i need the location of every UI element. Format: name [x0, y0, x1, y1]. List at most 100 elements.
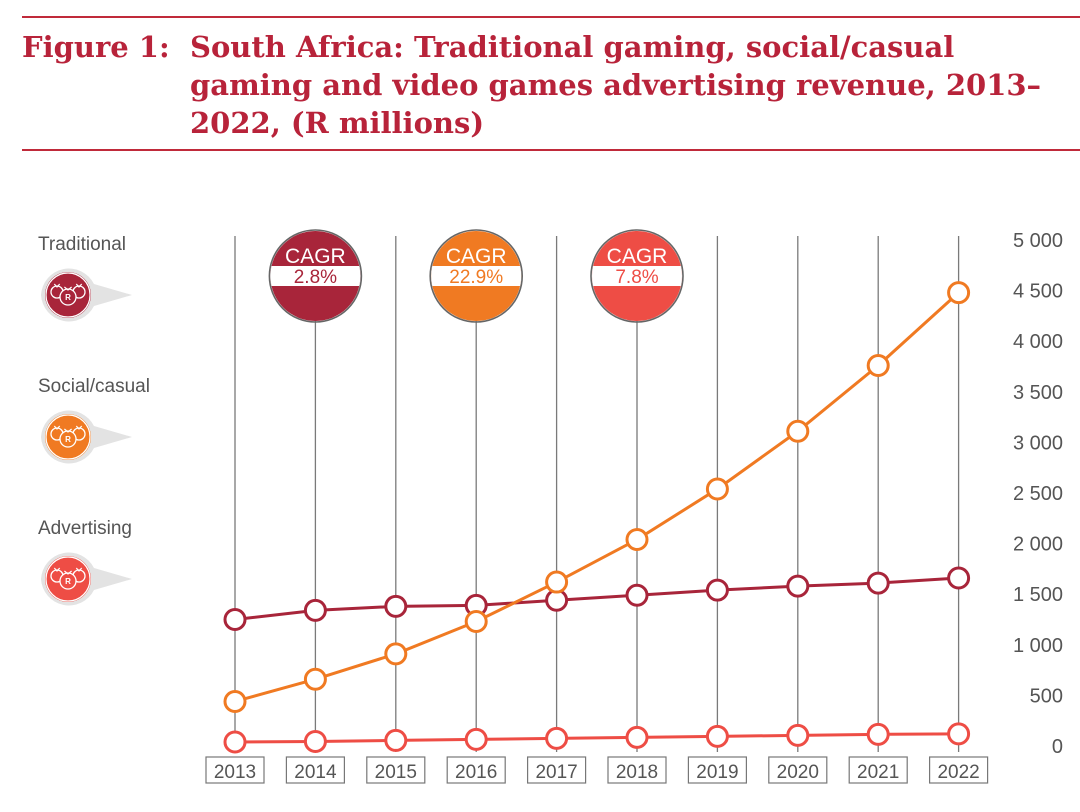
cagr-badge-band [270, 266, 361, 286]
data-point-advertising [786, 723, 810, 747]
data-point-advertising [384, 728, 408, 752]
data-point-social-casual [384, 642, 408, 666]
data-point-traditional [866, 571, 890, 595]
x-tick-label: 2013 [205, 756, 265, 784]
series-line-advertising [234, 732, 959, 744]
legend-item-traditional: Traditional R [38, 234, 132, 322]
data-point-traditional [705, 578, 729, 602]
data-point-traditional [223, 608, 247, 631]
data-point-advertising [223, 730, 247, 754]
x-tick-box [205, 756, 265, 784]
data-point-social-casual [866, 353, 890, 377]
x-tick-label: 2015 [366, 756, 426, 784]
x-tick-text: 2019 [696, 762, 738, 783]
data-point-advertising [866, 722, 890, 746]
data-point-traditional [625, 583, 649, 607]
cagr-badge-ring [590, 229, 684, 323]
cagr-badge-ring [429, 229, 524, 323]
x-tick-label: 2016 [446, 756, 506, 784]
legend-label: Traditional [38, 234, 127, 255]
cagr-label: CAGR [607, 245, 668, 268]
legend-item-social-casual: Social/casual R [38, 376, 150, 464]
y-tick-label: 3 500 [1013, 382, 1063, 404]
x-tick-text: 2020 [777, 762, 819, 783]
icon-bag-tie [75, 567, 83, 572]
x-tick-label: 2017 [526, 756, 587, 784]
icon-bag-tie [75, 283, 83, 288]
icon-bag-tie [75, 425, 83, 430]
x-tick-label: 2018 [607, 756, 667, 784]
data-point-advertising [947, 722, 971, 746]
icon-bag-tie [53, 425, 61, 430]
icon-bag-tie [64, 570, 72, 575]
x-tick-text: 2017 [535, 762, 577, 783]
y-tick-label: 4 500 [1013, 281, 1063, 303]
data-point-social-casual [786, 419, 810, 443]
y-tick-label: 0 [1052, 736, 1063, 758]
x-tick-text: 2016 [455, 762, 497, 783]
icon-bag [59, 430, 77, 448]
x-tick-text: 2018 [616, 762, 658, 783]
icon-rand-glyph: R [65, 577, 71, 586]
data-point-traditional [786, 574, 810, 598]
cagr-badge-ring [268, 229, 363, 323]
cagr-value: 7.8% [615, 267, 658, 288]
money-bags-icon: R [41, 410, 132, 464]
x-tick-box [848, 756, 908, 784]
x-tick-label: 2020 [768, 756, 828, 784]
x-tick-label: 2014 [285, 756, 345, 784]
y-tick-label: 2 000 [1013, 534, 1063, 556]
data-point-advertising [303, 729, 327, 753]
x-tick-box [928, 756, 989, 784]
cagr-badge-band [431, 266, 522, 286]
data-point-social-casual [947, 281, 971, 305]
data-point-traditional [303, 598, 327, 622]
figure-number: Figure 1: [22, 30, 170, 64]
x-tick-text: 2022 [937, 762, 979, 783]
icon-disc-ring [45, 414, 91, 460]
x-tick-box [526, 756, 587, 784]
data-point-advertising [464, 727, 488, 751]
legend-item-advertising: Advertising R [38, 518, 132, 606]
series-line-traditional [234, 576, 959, 621]
y-tick-label: 3 000 [1013, 432, 1063, 454]
icon-bag-tie [53, 567, 61, 572]
y-tick-label: 4 000 [1013, 331, 1063, 353]
cagr-label: CAGR [285, 245, 346, 268]
icon-bag-tie [64, 286, 72, 291]
icon-rand-glyph: R [65, 435, 71, 444]
data-point-advertising [705, 724, 729, 748]
x-tick-box [446, 756, 506, 784]
x-tick-text: 2013 [214, 762, 256, 783]
data-point-social-casual [705, 477, 729, 501]
x-tick-box [285, 756, 345, 784]
data-point-social-casual [303, 667, 327, 691]
x-tick-box [366, 756, 426, 784]
data-point-traditional [384, 594, 408, 618]
data-point-traditional [947, 566, 971, 590]
cagr-value: 2.8% [294, 267, 337, 288]
x-tick-label: 2022 [928, 756, 989, 784]
x-tick-text: 2014 [294, 762, 337, 783]
icon-bag-tie [53, 283, 61, 288]
money-bags-icon: R [41, 552, 132, 606]
y-tick-label: 500 [1030, 685, 1063, 707]
x-tick-text: 2015 [375, 762, 417, 783]
x-tick-text: 2021 [857, 762, 899, 783]
cagr-badge-band [592, 266, 682, 286]
y-tick-label: 1 000 [1013, 635, 1063, 657]
series-line-social-casual [234, 291, 960, 703]
data-point-advertising [625, 725, 649, 749]
icon-bag [59, 288, 77, 306]
icon-disc-ring [45, 272, 91, 318]
money-bags-icon: R [41, 268, 132, 322]
cagr-value: 22.9% [449, 267, 503, 288]
data-point-social-casual [625, 528, 649, 552]
data-point-social-casual [464, 610, 488, 634]
data-point-social-casual [223, 689, 247, 713]
bottom-rule [22, 149, 1080, 151]
icon-disc-ring [45, 556, 91, 602]
